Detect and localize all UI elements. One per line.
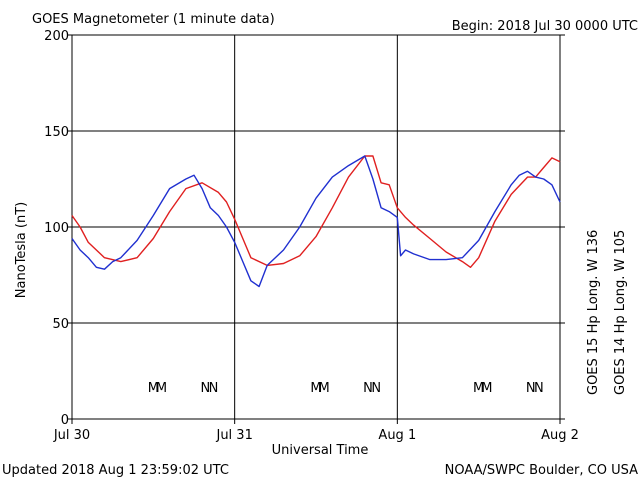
- marker-M: M: [310, 381, 321, 396]
- begin-time: Begin: 2018 Jul 30 0000 UTC: [452, 19, 638, 34]
- series-lines: [71, 155, 561, 288]
- x-axis-label: Universal Time: [272, 443, 369, 458]
- legend-entry-2: GOES 14 Hp Long. W 105: [613, 230, 628, 395]
- y-axis-ticks: 0 50 100 150 200: [44, 29, 565, 428]
- x-tick-label: Aug 2: [541, 428, 579, 443]
- marker-N: N: [526, 381, 536, 396]
- x-axis-ticks: Jul 30 Jul 31 Aug 1 Aug 2: [53, 419, 579, 443]
- marker-N: N: [371, 381, 381, 396]
- legend: GOES 15 Hp Long. W 136 GOES 14 Hp Long. W…: [586, 230, 628, 395]
- marker-N: N: [363, 381, 373, 396]
- y-axis-label: NanoTesla (nT): [14, 202, 29, 298]
- y-tick-label: 150: [44, 125, 69, 140]
- updated-time: Updated 2018 Aug 1 23:59:02 UTC: [2, 463, 229, 478]
- marker-M: M: [481, 381, 492, 396]
- y-tick-label: 200: [44, 29, 69, 44]
- marker-M: M: [473, 381, 484, 396]
- marker-N: N: [201, 381, 211, 396]
- marker-M: M: [319, 381, 330, 396]
- marker-N: N: [534, 381, 544, 396]
- x-tick-label: Jul 31: [215, 428, 252, 443]
- marker-N: N: [209, 381, 219, 396]
- x-tick-label: Jul 30: [53, 428, 90, 443]
- legend-entry-1: GOES 15 Hp Long. W 136: [586, 230, 601, 395]
- marker-M: M: [148, 381, 159, 396]
- credit-text: NOAA/SWPC Boulder, CO USA: [445, 463, 638, 478]
- y-tick-label: 50: [52, 317, 69, 332]
- marker-M: M: [156, 381, 167, 396]
- x-tick-label: Aug 1: [378, 428, 416, 443]
- y-tick-label: 0: [61, 413, 69, 428]
- y-tick-label: 100: [44, 221, 69, 236]
- series-line-2: [71, 155, 561, 288]
- series-line-1: [71, 155, 561, 268]
- grid-lines: [72, 35, 560, 419]
- chart-title: GOES Magnetometer (1 minute data): [32, 12, 275, 27]
